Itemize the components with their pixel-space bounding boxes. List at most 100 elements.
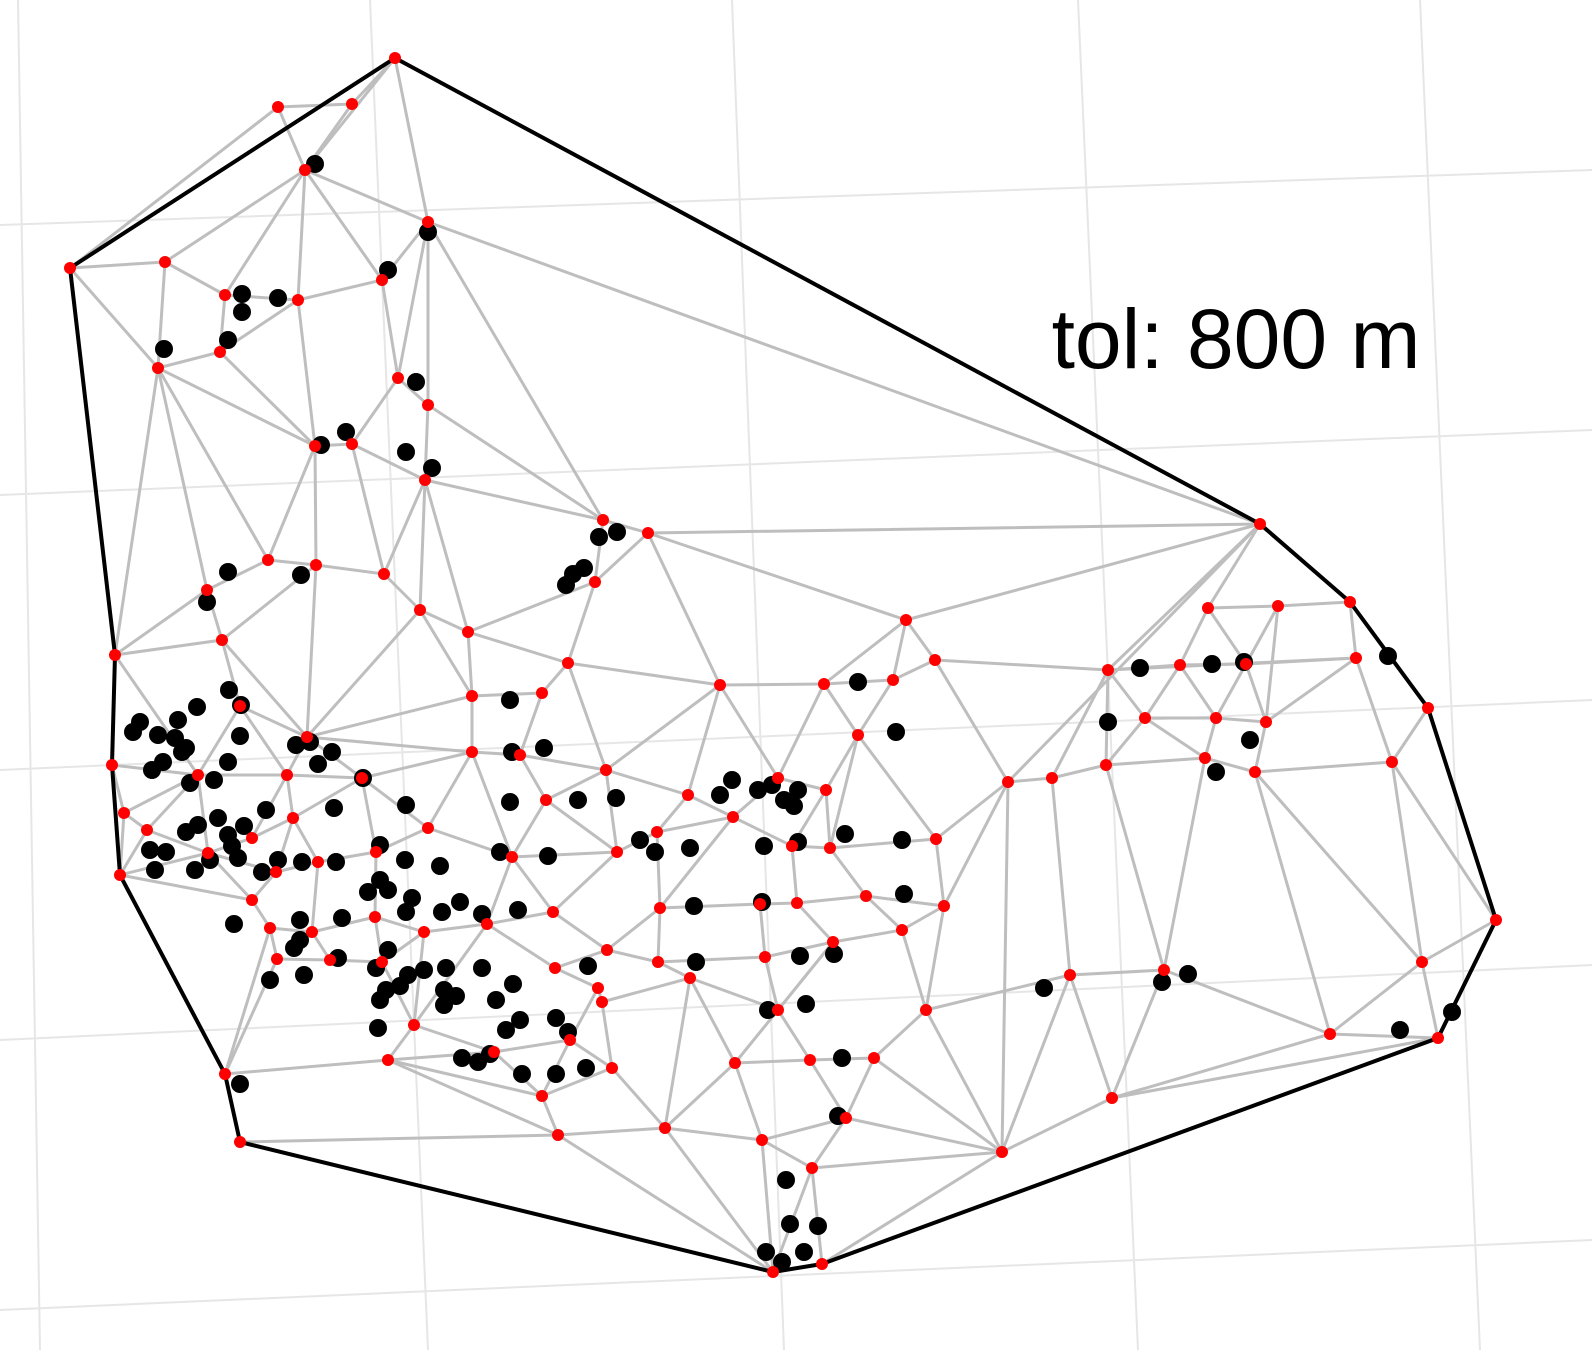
triangulation-edge <box>305 694 474 739</box>
vertex-point <box>1324 1028 1336 1040</box>
vertex-point <box>772 1004 784 1016</box>
vertex-point <box>1106 1092 1118 1104</box>
triangulation-edge <box>518 691 544 757</box>
vertex-point <box>772 772 784 784</box>
triangulation-edge <box>1244 662 1268 724</box>
triangulation-edge <box>303 168 384 282</box>
triangulation-edge <box>828 846 868 898</box>
triangulation-edge <box>593 531 650 584</box>
triangulation-edge <box>296 168 307 302</box>
triangulation-edge <box>824 733 860 792</box>
triangulation-edge <box>891 658 937 682</box>
data-point <box>547 1065 565 1083</box>
triangulation-edge <box>856 733 938 841</box>
triangulation-edge <box>1104 716 1147 767</box>
data-point <box>219 331 237 349</box>
triangulation-edge <box>266 558 318 567</box>
vertex-point <box>1199 752 1211 764</box>
triangulation-edge <box>238 704 309 739</box>
vertex-point <box>596 996 608 1008</box>
triangulation-edge <box>412 1023 496 1054</box>
vertex-point <box>759 951 771 963</box>
vertex-point <box>887 674 899 686</box>
triangulation-edge <box>118 873 254 902</box>
triangulation-edge <box>828 837 938 850</box>
data-point <box>608 523 626 541</box>
triangulation-edge <box>1328 960 1424 1036</box>
data-point <box>579 957 597 975</box>
data-point <box>1131 659 1149 677</box>
data-point <box>759 1001 777 1019</box>
data-point <box>177 823 195 841</box>
triangulation-edge <box>900 928 928 1012</box>
vertex-point <box>106 759 118 771</box>
triangulation-edge <box>556 1133 775 1274</box>
triangulation-edge <box>824 788 832 850</box>
triangulation-edge <box>760 1138 814 1170</box>
data-point <box>407 373 425 391</box>
triangulation-edge <box>485 855 514 926</box>
triangulation-edge <box>1253 760 1394 774</box>
triangulation-edge <box>250 816 295 840</box>
data-point <box>711 786 729 804</box>
vertex-point <box>540 794 552 806</box>
data-point <box>795 1243 813 1261</box>
triangulation-edge <box>470 750 514 859</box>
vertex-point <box>506 851 518 863</box>
data-point <box>309 755 327 773</box>
triangulation-edge <box>1178 606 1210 667</box>
triangulation-edge <box>1000 1096 1114 1154</box>
triangulation-edge <box>686 793 735 819</box>
vertex-point <box>392 372 404 384</box>
vertex-point <box>1002 776 1014 788</box>
vertex-point <box>562 657 574 669</box>
triangulation-edge <box>382 478 427 576</box>
data-point <box>631 831 649 849</box>
vertex-point <box>652 956 664 968</box>
data-point <box>773 1253 791 1271</box>
triangulation-edge <box>393 56 430 224</box>
triangulation-edge <box>156 366 317 448</box>
vertex-point <box>920 1004 932 1016</box>
data-point <box>231 727 249 745</box>
triangulation-edge <box>426 750 474 830</box>
vertex-point <box>1100 759 1112 771</box>
triangulation-edge <box>820 1150 1004 1266</box>
triangulation-edge <box>1203 756 1257 774</box>
triangulation-edge <box>1420 960 1440 1040</box>
vertex-point <box>466 746 478 758</box>
triangulation-edge <box>1006 522 1262 784</box>
triangulation-edge <box>1143 663 1182 720</box>
data-point <box>233 285 251 303</box>
data-point <box>431 857 449 875</box>
vertex-point <box>281 769 293 781</box>
vertex-point <box>109 649 121 661</box>
data-point <box>557 576 575 594</box>
triangulation-edge <box>466 580 597 634</box>
triangulation-edge <box>386 1058 544 1098</box>
data-point <box>1379 647 1397 665</box>
vertex-point <box>346 438 358 450</box>
data-point <box>397 903 415 921</box>
vertex-point <box>767 1266 779 1278</box>
data-point <box>396 851 414 869</box>
vertex-point <box>422 399 434 411</box>
triangulation-edge <box>556 1126 667 1137</box>
triangulation-edge <box>386 1023 416 1062</box>
triangulation-edge <box>291 776 364 820</box>
triangulation-edge <box>1178 663 1218 720</box>
triangulation-edge <box>196 704 242 777</box>
data-point <box>219 563 237 581</box>
vertex-point <box>654 902 666 914</box>
triangulation-edge <box>610 1066 667 1130</box>
vertex-point <box>804 1054 816 1066</box>
triangulation-edge <box>822 682 860 737</box>
vertex-point <box>1139 712 1151 724</box>
vertex-point <box>481 918 493 930</box>
vertex-point <box>356 772 368 784</box>
data-point <box>209 809 227 827</box>
triangulation-edge <box>934 780 1010 841</box>
data-point <box>235 817 253 835</box>
vertex-point <box>536 687 548 699</box>
vertex-point <box>1490 914 1502 926</box>
